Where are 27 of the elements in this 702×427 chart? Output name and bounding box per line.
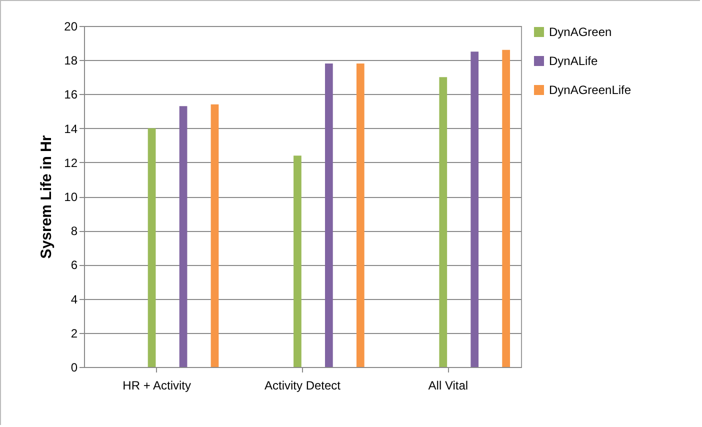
bar bbox=[356, 64, 364, 367]
y-tick-label: 18 bbox=[64, 54, 78, 68]
y-tick-label: 8 bbox=[70, 224, 78, 238]
bar bbox=[502, 50, 510, 367]
y-tick-label: 12 bbox=[64, 156, 78, 170]
bar bbox=[148, 128, 156, 367]
y-axis-title: Sysrem Life in Hr bbox=[38, 135, 56, 259]
y-tick-label: 2 bbox=[70, 326, 78, 340]
bar bbox=[325, 64, 333, 367]
x-tick-label: Activity Detect bbox=[264, 378, 342, 392]
bar bbox=[294, 156, 302, 367]
y-tick-label: 10 bbox=[64, 190, 78, 204]
legend-label: DynAGreenLife bbox=[549, 83, 632, 97]
y-tick-label: 14 bbox=[64, 122, 78, 136]
bar bbox=[210, 104, 219, 367]
legend-label: DynAGreen bbox=[549, 25, 612, 39]
y-tick-label: 6 bbox=[70, 258, 78, 272]
legend-label: DynALife bbox=[549, 54, 598, 68]
bar bbox=[439, 77, 448, 367]
x-tick-label: All Vital bbox=[428, 378, 468, 392]
x-tick-label: HR + Activity bbox=[122, 378, 192, 392]
y-tick-label: 20 bbox=[64, 20, 78, 34]
bar bbox=[179, 106, 188, 367]
y-tick-label: 0 bbox=[70, 360, 78, 374]
bar bbox=[470, 52, 479, 367]
y-tick-label: 16 bbox=[64, 88, 78, 102]
y-tick-label: 4 bbox=[70, 292, 78, 306]
